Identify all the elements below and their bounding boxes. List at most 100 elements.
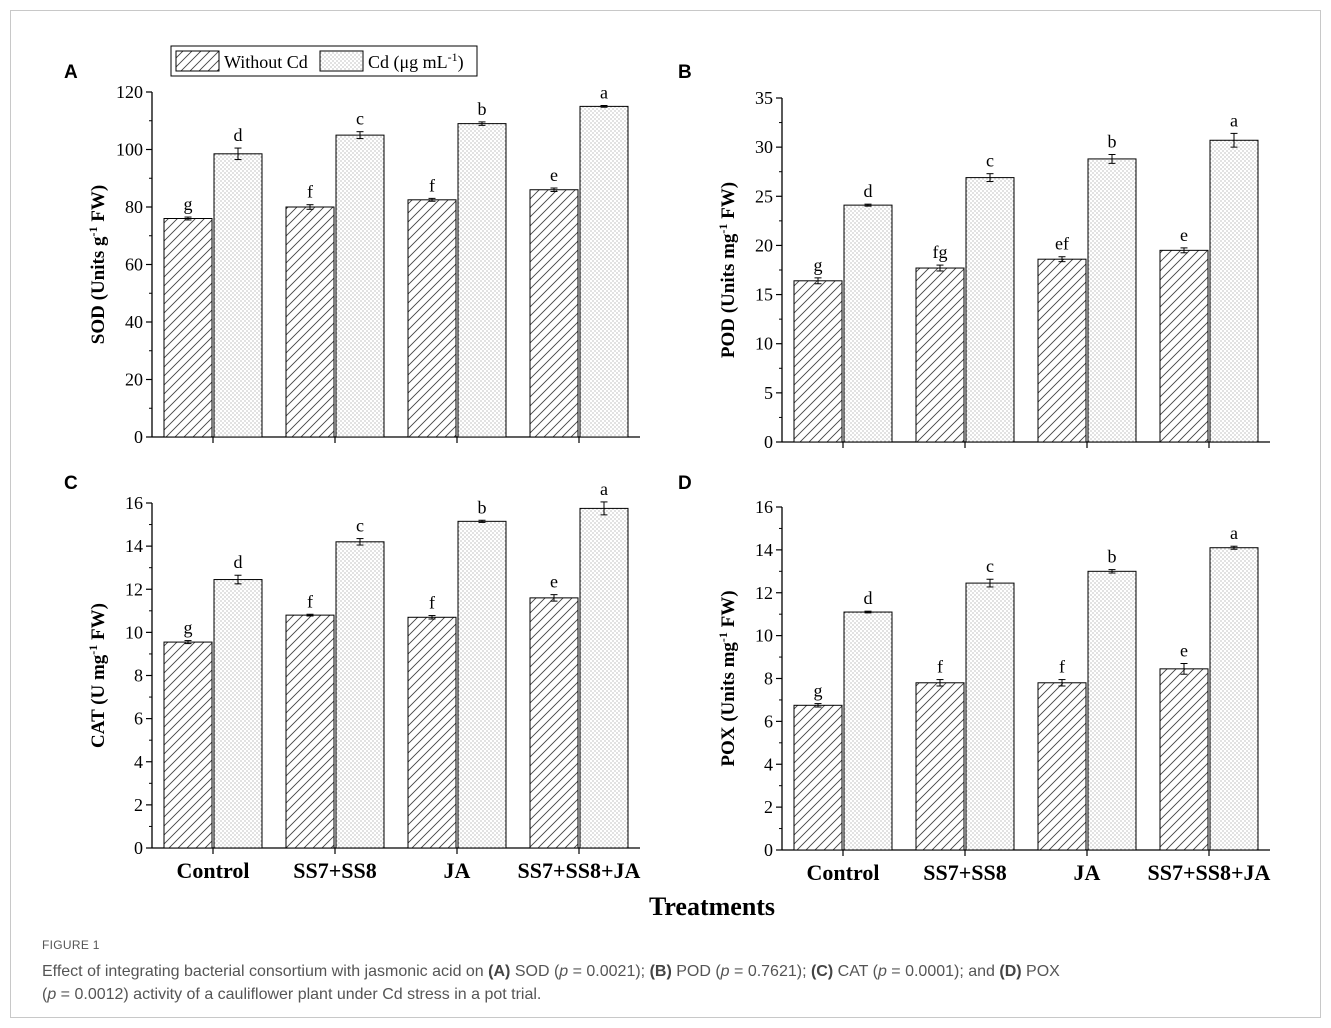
y-axis-label: POX (Units mg-1 FW) <box>716 590 739 766</box>
bar-without-cd <box>793 280 843 443</box>
y-tick-label: 100 <box>116 140 143 160</box>
bar-cd <box>965 582 1015 851</box>
bar-without-cd <box>407 199 457 438</box>
bar-without-cd <box>1037 258 1087 443</box>
y-tick-label: 4 <box>134 752 143 772</box>
caption-part: SOD ( <box>510 963 560 980</box>
bar-without-cd <box>407 616 457 849</box>
bar-without-cd <box>285 206 335 438</box>
chart-panel-c: C 0 2 4 6 8 10 12 14 16 CAT (U mg-1 FW) g d Control f c… <box>64 473 641 883</box>
y-tick-label: 12 <box>755 583 773 603</box>
bar-cd <box>579 105 629 438</box>
bar-cd <box>843 611 893 851</box>
y-tick-label: 40 <box>125 312 143 332</box>
bar-cd <box>213 153 263 438</box>
significance-letter: f <box>307 182 313 202</box>
y-axis-label-end: FW) <box>88 603 109 645</box>
significance-letter: g <box>814 681 823 701</box>
significance-letter: g <box>814 255 823 275</box>
bar-cd <box>1087 570 1137 851</box>
y-axis-label: CAT (U mg-1 FW) <box>86 603 109 748</box>
y-tick-label: 6 <box>764 711 773 731</box>
figure-caption: FIGURE 1 Effect of integrating bacterial… <box>42 938 1282 1006</box>
significance-letter: a <box>1230 523 1238 543</box>
bar-without-cd <box>793 704 843 851</box>
significance-letter: c <box>986 151 994 171</box>
significance-letter: d <box>234 125 243 145</box>
bar-cd <box>335 134 385 438</box>
y-tick-label: 60 <box>125 255 143 275</box>
y-tick-label: 10 <box>125 622 143 642</box>
y-tick-label: 5 <box>764 383 773 403</box>
caption-part: = 0.7621); <box>729 963 811 980</box>
bar-without-cd <box>529 597 579 849</box>
y-tick-label: 30 <box>755 137 773 157</box>
caption-text: Effect of integrating bacterial consorti… <box>42 960 1282 1006</box>
y-tick-label: 8 <box>134 666 143 686</box>
y-tick-label: 12 <box>125 579 143 599</box>
y-tick-label: 8 <box>764 669 773 689</box>
caption-label: FIGURE 1 <box>42 938 100 952</box>
y-tick-label: 15 <box>755 285 773 305</box>
significance-letter: f <box>429 593 435 613</box>
bar-cd <box>1209 139 1259 443</box>
y-tick-label: 2 <box>764 797 773 817</box>
y-tick-label: 4 <box>764 754 773 774</box>
y-tick-label: 0 <box>764 432 773 452</box>
bar-cd <box>335 541 385 849</box>
significance-letter: a <box>600 83 608 103</box>
caption-part: p <box>720 963 730 980</box>
caption-part: = 0.0021); <box>568 963 650 980</box>
x-tick-label: Control <box>807 860 880 885</box>
caption-part: (A) <box>488 963 511 980</box>
bar-cd <box>457 520 507 849</box>
y-axis-label-sup: -1 <box>86 227 100 237</box>
legend-swatch-without-cd <box>175 50 220 72</box>
bar-without-cd <box>1159 249 1209 443</box>
y-tick-label: 0 <box>134 427 143 447</box>
chart-panel-a: A 0 20 40 60 80 100 120 SOD (Units g-1 FW) g d f c f b… <box>64 62 640 447</box>
bar-cd <box>457 123 507 438</box>
y-tick-label: 6 <box>134 709 143 729</box>
y-tick-label: 120 <box>116 82 143 102</box>
bar-without-cd <box>529 189 579 438</box>
chart-panel-d: D 0 2 4 6 8 10 12 14 16 POX (Units mg-1 FW) g d Contr… <box>678 473 1271 885</box>
y-tick-label: 16 <box>125 493 143 513</box>
legend-label-cd-end: ) <box>458 52 464 73</box>
x-tick-label: SS7+SS8+JA <box>1148 860 1271 885</box>
bar-cd <box>1087 158 1137 443</box>
significance-letter: d <box>234 552 243 572</box>
significance-letter: d <box>864 588 873 608</box>
legend-label-without-cd: Without Cd <box>224 52 308 72</box>
legend-label-cd: Cd (μg mL-1) <box>368 50 464 73</box>
bar-without-cd <box>285 614 335 849</box>
panel-label: B <box>678 62 692 83</box>
y-tick-label: 20 <box>125 370 143 390</box>
significance-letter: b <box>1108 547 1117 567</box>
bar-without-cd <box>1159 668 1209 851</box>
caption-part: (D) <box>999 963 1022 980</box>
y-tick-label: 0 <box>764 840 773 860</box>
significance-letter: f <box>429 175 435 195</box>
bar-cd <box>843 204 893 443</box>
x-tick-label: SS7+SS8 <box>293 858 376 883</box>
legend-label-cd-sup: -1 <box>448 50 458 64</box>
chart-panel-b: B 0 5 10 15 20 25 30 35 POD (Units mg-1 FW) g d fg c e… <box>678 62 1270 452</box>
panel-label: A <box>64 62 78 83</box>
significance-letter: c <box>356 516 364 536</box>
significance-letter: e <box>1180 225 1188 245</box>
significance-letter: b <box>1108 132 1117 152</box>
x-axis-title: Treatments <box>649 892 775 921</box>
y-axis-label-main: SOD (Units g <box>88 236 109 344</box>
y-tick-label: 0 <box>134 838 143 858</box>
x-tick-label: SS7+SS8 <box>923 860 1006 885</box>
y-tick-label: 14 <box>125 536 143 556</box>
significance-letter: f <box>307 591 313 611</box>
y-tick-label: 10 <box>755 626 773 646</box>
bar-without-cd <box>915 267 965 443</box>
significance-letter: e <box>550 572 558 592</box>
significance-letter: fg <box>933 242 948 262</box>
significance-letter: c <box>356 109 364 129</box>
y-axis-label: POD (Units mg-1 FW) <box>716 182 739 358</box>
y-tick-label: 80 <box>125 197 143 217</box>
